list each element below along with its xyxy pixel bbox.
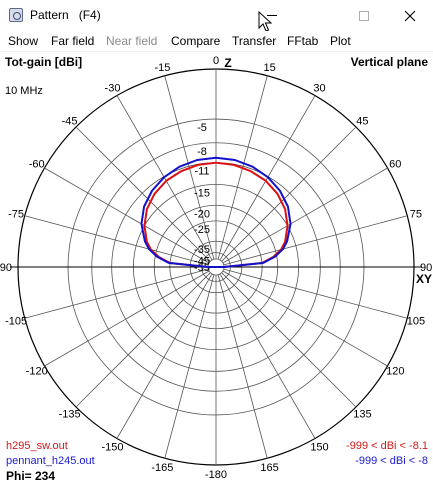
angle-label: -180 xyxy=(205,469,227,481)
radial-spoke xyxy=(219,273,316,439)
trace-range-2: -999 < dBi < -8 xyxy=(355,455,428,467)
pattern-plot-area[interactable]: 0 15 30 45 60 75 90 105 120 135 150 165 -180 -165 -150… xyxy=(0,51,433,483)
radial-spoke xyxy=(217,274,268,459)
radial-spoke xyxy=(116,273,213,439)
mouse-cursor-icon xyxy=(258,11,273,32)
angle-label: 135 xyxy=(353,408,371,420)
menu-near-field: Near field xyxy=(106,34,158,48)
gain-ring-label: -35 xyxy=(194,244,210,256)
angle-label: -150 xyxy=(101,441,123,453)
trace-file-2: pennant_h245.out xyxy=(6,455,95,467)
menu-plot[interactable]: Plot xyxy=(330,34,351,48)
phi-label: Phi= 234 xyxy=(6,469,56,483)
gain-ring-label: -5 xyxy=(197,122,207,134)
minimize-icon xyxy=(267,15,277,16)
angle-label: -30 xyxy=(105,83,121,95)
pattern-trace-2 xyxy=(140,156,292,268)
angle-label: 45 xyxy=(356,116,368,128)
maximize-button[interactable] xyxy=(341,0,387,31)
polar-chart: 0 15 30 45 60 75 90 105 120 135 150 165 -180 -165 -150… xyxy=(0,55,432,481)
gain-ring-label: -55 xyxy=(194,262,210,274)
angle-label: -135 xyxy=(59,408,81,420)
angle-label: -90 xyxy=(0,262,12,274)
menu-transfer[interactable]: Transfer xyxy=(232,34,277,48)
menu-bar: Show Far field Near field Compare Transf… xyxy=(0,31,433,51)
gain-ring-label: -11 xyxy=(194,166,209,178)
gain-ring-label: -15 xyxy=(194,187,210,199)
angle-label: 120 xyxy=(386,366,404,378)
xy-axis-label: XY xyxy=(416,272,432,286)
trace-range-1: -999 < dBi < -8.1 xyxy=(346,440,428,452)
angle-label: -15 xyxy=(154,62,170,74)
gain-ring-label: -25 xyxy=(194,224,210,236)
angle-label: 75 xyxy=(410,208,422,220)
radial-spoke xyxy=(222,270,388,367)
angle-label: -165 xyxy=(151,462,173,474)
angle-label: 60 xyxy=(389,159,401,171)
frequency-label: 10 MHz xyxy=(5,85,43,97)
menu-compare[interactable]: Compare xyxy=(171,34,221,48)
angle-label: -120 xyxy=(26,366,48,378)
angle-label: -60 xyxy=(29,159,45,171)
angle-label: 105 xyxy=(407,316,425,328)
angle-label: -105 xyxy=(5,316,27,328)
radial-spoke xyxy=(44,167,210,264)
angle-label: 150 xyxy=(310,441,328,453)
menu-show[interactable]: Show xyxy=(8,34,39,48)
minimize-button[interactable] xyxy=(249,0,295,31)
close-icon xyxy=(404,10,416,21)
radial-spoke xyxy=(75,126,211,262)
radial-spoke xyxy=(221,272,357,408)
menu-fftab[interactable]: FFtab xyxy=(287,34,319,48)
maximize-icon xyxy=(359,10,369,21)
gain-ring-label: -8 xyxy=(197,146,207,158)
angle-label: -75 xyxy=(8,208,24,220)
radial-spoke xyxy=(221,126,357,262)
radial-spoke xyxy=(223,215,408,266)
angle-label: 165 xyxy=(260,462,278,474)
radial-spoke xyxy=(164,274,215,459)
radial-spoke xyxy=(75,272,211,408)
radial-spoke xyxy=(222,167,388,264)
z-axis-label: Z xyxy=(224,56,231,70)
plane-label: Vertical plane xyxy=(350,55,428,69)
gain-ring-label: -45 xyxy=(194,256,210,268)
window-title: Pattern (F4) xyxy=(30,8,101,22)
gain-label: Tot-gain [dBi] xyxy=(5,55,83,69)
radial-spoke xyxy=(44,270,210,367)
radial-spoke xyxy=(223,268,408,319)
gain-ring-label: -20 xyxy=(194,208,210,220)
angle-label: 0 xyxy=(213,55,219,67)
menu-far-field[interactable]: Far field xyxy=(51,34,95,48)
radial-spoke xyxy=(24,215,209,266)
angle-label: -45 xyxy=(62,116,78,128)
trace-file-1: h295_sw.out xyxy=(6,440,68,452)
angle-label: 30 xyxy=(313,83,325,95)
title-bar: Pattern (F4) xyxy=(0,0,433,32)
pattern-app-icon[interactable] xyxy=(9,8,23,22)
close-button[interactable] xyxy=(387,0,433,31)
angle-label: 15 xyxy=(263,62,275,74)
angle-label: 90 xyxy=(420,262,432,274)
radial-spoke xyxy=(24,268,209,319)
